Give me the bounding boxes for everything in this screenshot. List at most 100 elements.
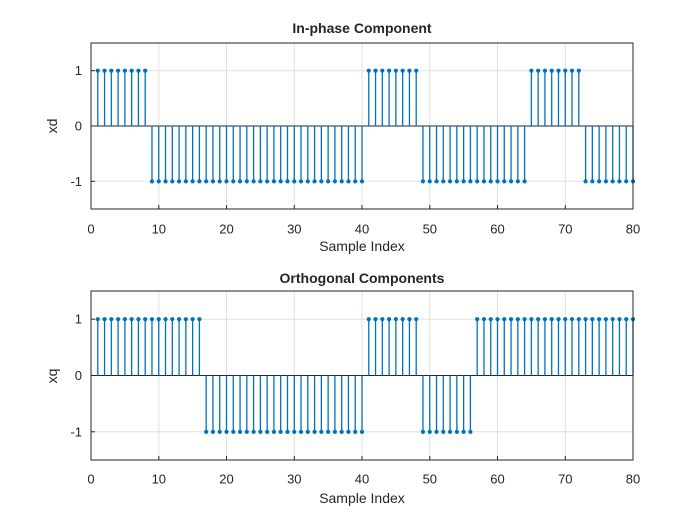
plot1-stem-marker	[441, 179, 446, 184]
plot2-stem-marker	[170, 317, 175, 322]
plot2-ytick-label: 1	[75, 312, 82, 327]
plot1-stem-marker	[319, 179, 324, 184]
plot2-stem-marker	[197, 317, 202, 322]
plot1-stem-marker	[502, 179, 507, 184]
plot1-stem-marker	[339, 179, 344, 184]
plot2-stem-marker	[495, 317, 500, 322]
plot1-stem-marker	[326, 179, 331, 184]
plot2-stem-marker	[380, 317, 385, 322]
plot1-stem-marker	[536, 68, 541, 73]
plot2-stem-marker	[217, 429, 222, 434]
plot2-xtick-label: 0	[87, 472, 94, 487]
plot1-xtick-label: 70	[558, 222, 572, 237]
plot1-ytick-label: 1	[75, 63, 82, 78]
plot1-stem-marker	[515, 179, 520, 184]
plot1-stem-marker	[271, 179, 277, 184]
plot1-stem-marker	[454, 179, 459, 184]
plot2-stem-marker	[319, 429, 324, 434]
plot1-stem-marker	[251, 179, 256, 184]
plot2-stem-marker	[583, 317, 588, 322]
plot2-stem-marker	[447, 429, 453, 434]
plot1-stem-marker	[285, 179, 290, 184]
plot1-xtick-label: 40	[355, 222, 369, 237]
plot2-stem-marker	[190, 317, 195, 322]
plot2-stem-marker	[326, 429, 331, 434]
plot1-stem-marker	[204, 179, 209, 184]
plot1-stem-marker	[414, 68, 419, 73]
plot2-stem-marker	[515, 317, 520, 322]
plot2-stem-marker	[427, 429, 432, 434]
plot2-stem-marker	[576, 317, 581, 322]
plot2-stem-marker	[346, 429, 351, 434]
plot2-stem-marker	[522, 317, 527, 322]
plot1-stem-marker	[197, 179, 202, 184]
plot1-stem-marker	[244, 179, 249, 184]
plot1-xtick-label: 60	[490, 222, 504, 237]
plot1-stem-marker	[447, 179, 453, 184]
plot2-stem-marker	[563, 317, 568, 322]
plot1-stem-marker	[231, 179, 236, 184]
plot2-stem-marker	[542, 317, 548, 322]
plot2-xtick-label: 80	[626, 472, 640, 487]
plot2-stem-marker	[407, 317, 412, 322]
plot1-xtick-label: 80	[626, 222, 640, 237]
plot2-ytick-label: 0	[75, 368, 82, 383]
plot1-stem-marker	[481, 179, 487, 184]
plot1-xtick-label: 20	[219, 222, 233, 237]
plot2-xlabel: Sample Index	[319, 490, 405, 506]
plot1-stem-marker	[265, 179, 270, 184]
plot2-stem-marker	[149, 317, 155, 322]
plot1-stem-marker	[393, 68, 398, 73]
plot1-xlabel: Sample Index	[319, 238, 405, 254]
plot2-stem-marker	[617, 317, 622, 322]
plot2-title: Orthogonal Components	[279, 270, 445, 286]
plot2-stem-marker	[95, 317, 100, 322]
plot2-stem-marker	[231, 429, 236, 434]
plot2-stem-marker	[508, 317, 514, 322]
plot1-stem-marker	[183, 179, 188, 184]
plot1-stem-marker	[346, 179, 351, 184]
plot1-xtick-label: 0	[87, 222, 94, 237]
plot1-stem-marker	[610, 179, 615, 184]
plot1-title: In-phase Component	[292, 20, 432, 36]
plot2-stem-marker	[529, 317, 534, 322]
plot1-stem-marker	[583, 179, 588, 184]
plot2-stem-marker	[109, 317, 114, 322]
plot2-stem-marker	[597, 317, 602, 322]
plot2-stem-marker	[441, 429, 446, 434]
plot2-stem-marker	[400, 317, 405, 322]
plot2-xtick-label: 30	[287, 472, 301, 487]
plot1-stem-marker	[149, 179, 155, 184]
plot1-stem-marker	[563, 68, 568, 73]
plot1-stem-marker	[624, 179, 629, 184]
plot1-stem-marker	[549, 68, 554, 73]
plot1-stem-marker	[400, 68, 405, 73]
plot2-stem-marker	[163, 317, 168, 322]
plot1-stem-marker	[156, 179, 161, 184]
plot1-stem-marker	[495, 179, 500, 184]
plot1-stem-marker	[488, 179, 493, 184]
plot2-stem-marker	[116, 317, 121, 322]
plot2-stem-marker	[481, 317, 487, 322]
plot1-stem-marker	[176, 179, 182, 184]
plot1-ytick-label: -1	[70, 174, 82, 189]
plot2-stem-marker	[237, 429, 243, 434]
plot1-stem-marker	[292, 179, 297, 184]
plot1-stem-marker	[305, 179, 310, 184]
plot2-stem-marker	[271, 429, 277, 434]
plot2-stem-marker	[210, 429, 216, 434]
plot2-stem-marker	[298, 429, 304, 434]
plot1-xtick-label: 50	[423, 222, 437, 237]
plot2-stem-marker	[265, 429, 270, 434]
plot1-stem-marker	[95, 68, 100, 73]
plot1-stem-marker	[298, 179, 304, 184]
plot1-stem-marker	[129, 68, 134, 73]
plot1-stem-marker	[237, 179, 243, 184]
plot2-stem-marker	[122, 317, 127, 322]
plot2-stem-marker	[366, 317, 371, 322]
plot2-stem-marker	[305, 429, 310, 434]
plot1-stem-marker	[143, 68, 148, 73]
plot1-stem-marker	[576, 68, 581, 73]
plot2-stem-marker	[624, 317, 629, 322]
